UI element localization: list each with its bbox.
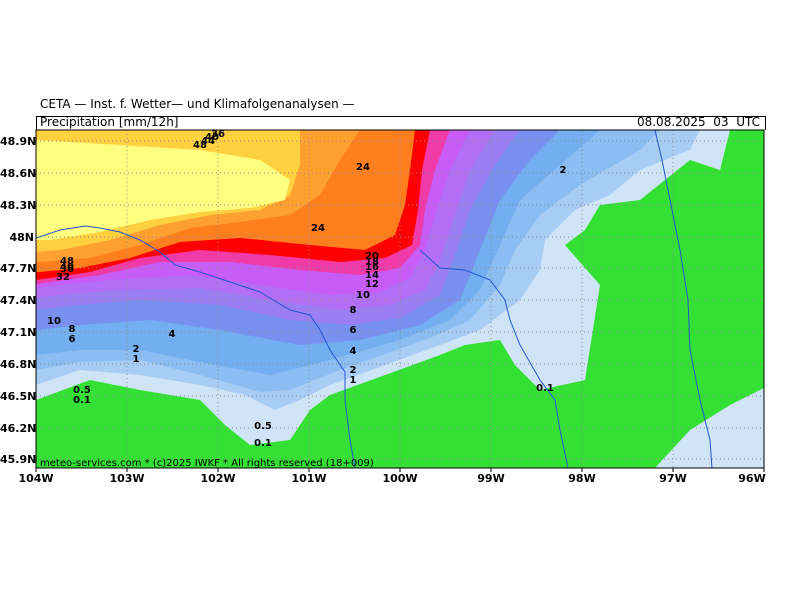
contour-label: 0.1 bbox=[536, 383, 554, 394]
contour-label: 2 bbox=[560, 165, 567, 176]
copyright-footer: meteo-services.com * (c)2025 IWKF * All … bbox=[40, 458, 374, 469]
contour-label: 2 bbox=[133, 344, 140, 355]
lon-label: 100W bbox=[382, 472, 418, 485]
contour-label: 48 bbox=[60, 256, 74, 267]
lat-label: 45.9N bbox=[0, 453, 37, 466]
lon-label: 99W bbox=[477, 472, 505, 485]
lat-label: 48.3N bbox=[0, 199, 37, 212]
map-title: CETA — Inst. f. Wetter— und Klimafolgena… bbox=[40, 97, 355, 111]
contour-label: 16 bbox=[365, 262, 379, 273]
lon-label: 102W bbox=[200, 472, 236, 485]
contour-label: 1 bbox=[133, 354, 140, 365]
contour-label: 40 bbox=[205, 132, 219, 143]
contour-label: 24 bbox=[311, 223, 325, 234]
lat-label: 47.4N bbox=[0, 294, 37, 307]
contour-label: 12 bbox=[365, 279, 379, 290]
lat-label: 48.6N bbox=[0, 167, 37, 180]
contour-label: 24 bbox=[356, 162, 370, 173]
contour-label: 10 bbox=[47, 316, 61, 327]
product-label: Precipitation [mm/12h] bbox=[40, 115, 179, 129]
lat-label: 48.9N bbox=[0, 135, 37, 148]
band-0.1-se bbox=[655, 388, 764, 468]
contour-label: 1 bbox=[350, 375, 357, 386]
river-james bbox=[654, 130, 713, 468]
river-missouri bbox=[36, 225, 356, 468]
valid-time: 08.08.2025 03 UTC bbox=[636, 115, 760, 129]
lon-label: 101W bbox=[291, 472, 327, 485]
contour-label: 48 bbox=[193, 140, 207, 151]
contour-label: 2 bbox=[350, 365, 357, 376]
lon-label: 104W bbox=[18, 472, 54, 485]
contour-label: 4 bbox=[169, 329, 176, 340]
contour-label: 6 bbox=[350, 325, 357, 336]
contour-label: 0.5 bbox=[73, 385, 91, 396]
lon-label: 96W bbox=[738, 472, 766, 485]
contour-label: 10 bbox=[356, 290, 370, 301]
lon-label: 97W bbox=[659, 472, 687, 485]
contour-labels: 4840363248444036242420181614121086421108… bbox=[47, 129, 566, 449]
river-sheyenne bbox=[419, 249, 569, 468]
contour-label: 0.1 bbox=[254, 438, 272, 449]
contour-label: 8 bbox=[69, 324, 76, 335]
rivers bbox=[36, 130, 713, 468]
lon-label: 103W bbox=[109, 472, 145, 485]
axis-ticks bbox=[35, 468, 765, 472]
lat-label: 47.1N bbox=[0, 326, 37, 339]
lat-label: 46.8N bbox=[0, 358, 37, 371]
contour-label: 0.5 bbox=[254, 421, 272, 432]
band-40 bbox=[36, 140, 290, 240]
contour-label: 32 bbox=[56, 272, 70, 283]
contour-label: 20 bbox=[365, 251, 379, 262]
lon-label: 98W bbox=[568, 472, 596, 485]
subtitle-frame bbox=[36, 116, 766, 130]
contour-label: 44 bbox=[201, 136, 215, 147]
contour-label: 14 bbox=[365, 270, 379, 281]
contour-label: 40 bbox=[60, 262, 74, 273]
lat-label: 47.7N bbox=[0, 262, 37, 275]
contour-label: 36 bbox=[211, 129, 225, 140]
lat-label: 46.2N bbox=[0, 422, 37, 435]
lat-label: 46.5N bbox=[0, 390, 37, 403]
contour-label: 18 bbox=[365, 257, 379, 268]
contour-label: 8 bbox=[350, 305, 357, 316]
contour-label: 4 bbox=[350, 346, 357, 357]
lat-label: 48N bbox=[9, 231, 34, 244]
grid bbox=[36, 130, 764, 468]
contour-label: 0.1 bbox=[73, 395, 91, 406]
contour-label: 6 bbox=[69, 334, 76, 345]
contour-label: 36 bbox=[60, 264, 74, 275]
